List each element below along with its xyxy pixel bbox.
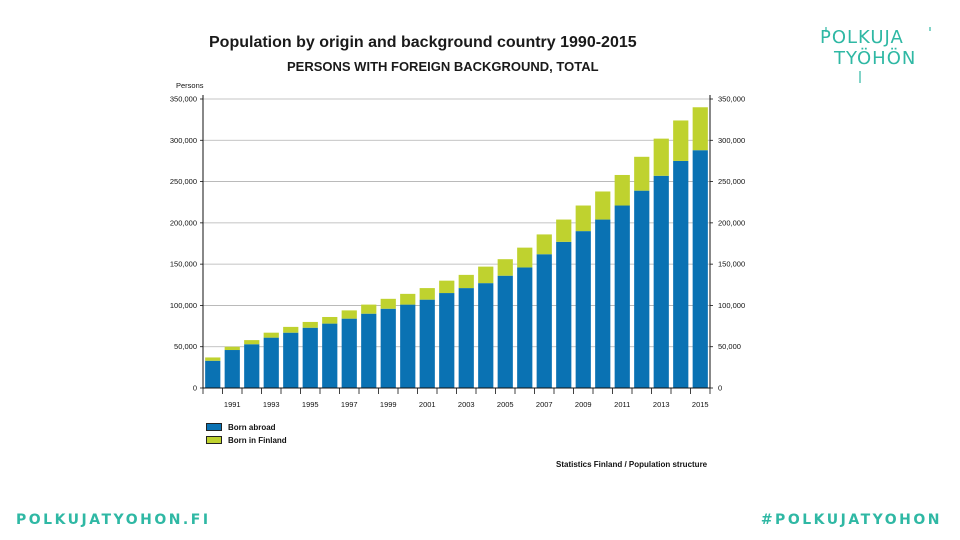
- bar-born-in-finland-2012: [634, 156, 650, 191]
- y-axis-label: Persons: [176, 81, 204, 90]
- x-tick-label-2005: 2005: [497, 400, 514, 409]
- bar-born-abroad-2006: [517, 267, 533, 388]
- bar-born-in-finland-2004: [478, 266, 494, 284]
- bar-born-in-finland-2001: [419, 288, 435, 300]
- bar-born-in-finland-1999: [380, 298, 396, 309]
- y-tick-label-left-0: 0: [193, 384, 197, 393]
- x-tick-label-2003: 2003: [458, 400, 475, 409]
- x-tick-label-2001: 2001: [419, 400, 436, 409]
- y-tick-label-left-150000: 150,000: [170, 260, 197, 269]
- bar-born-in-finland-1997: [341, 310, 357, 319]
- x-tick-label-1993: 1993: [263, 400, 280, 409]
- y-tick-label-right-250000: 250,000: [718, 177, 745, 186]
- bar-born-abroad-2015: [692, 150, 708, 388]
- y-tick-label-right-0: 0: [718, 384, 722, 393]
- bar-born-abroad-1991: [224, 350, 240, 388]
- bar-born-abroad-1998: [361, 313, 377, 388]
- bar-born-abroad-1994: [283, 332, 299, 388]
- y-tick-label-right-350000: 350,000: [718, 95, 745, 104]
- bar-born-in-finland-1992: [244, 340, 260, 345]
- bar-born-abroad-2000: [400, 304, 416, 388]
- footer-website-link[interactable]: POLKUJATYOHON.FI: [16, 512, 211, 528]
- bar-born-in-finland-1995: [302, 321, 318, 328]
- y-tick-label-left-300000: 300,000: [170, 136, 197, 145]
- x-tick-label-1997: 1997: [341, 400, 358, 409]
- bar-born-in-finland-1998: [361, 304, 377, 314]
- y-tick-label-right-150000: 150,000: [718, 260, 745, 269]
- bar-born-abroad-2010: [595, 219, 611, 388]
- y-tick-label-left-100000: 100,000: [170, 301, 197, 310]
- legend-item-born-abroad: Born abroad: [206, 421, 287, 433]
- chart-title: Population by origin and background coun…: [209, 34, 637, 51]
- bar-born-abroad-2008: [556, 241, 572, 388]
- bar-born-abroad-2005: [497, 275, 513, 388]
- x-tick-label-1999: 1999: [380, 400, 397, 409]
- legend-swatch-born-in-finland: [206, 436, 222, 444]
- x-tick-label-2013: 2013: [653, 400, 670, 409]
- x-tick-label-2011: 2011: [614, 400, 630, 409]
- x-tick-label-1991: 1991: [224, 400, 241, 409]
- bar-born-in-finland-2013: [653, 138, 669, 176]
- bar-born-in-finland-2002: [439, 280, 455, 294]
- x-tick-label-2007: 2007: [536, 400, 553, 409]
- polkuja-tyohon-logo: POLKUJA TYÖHÖN: [820, 27, 931, 83]
- legend-swatch-born-abroad: [206, 423, 222, 431]
- bar-born-abroad-1992: [244, 344, 260, 388]
- bar-born-abroad-2001: [419, 299, 435, 388]
- x-tick-label-2015: 2015: [692, 400, 709, 409]
- bar-born-in-finland-2000: [400, 293, 416, 305]
- bar-born-abroad-2007: [536, 254, 552, 388]
- bar-born-abroad-1999: [380, 308, 396, 388]
- bar-born-abroad-2013: [653, 175, 669, 388]
- bar-born-in-finland-1991: [224, 346, 240, 351]
- bar-born-abroad-1997: [341, 318, 357, 388]
- bar-born-in-finland-2005: [497, 259, 513, 276]
- bar-born-in-finland-2006: [517, 247, 533, 268]
- legend-label-born-abroad: Born abroad: [228, 422, 276, 432]
- y-tick-label-left-50000: 50,000: [174, 342, 197, 351]
- bar-born-abroad-2014: [673, 160, 689, 388]
- chart-subtitle: PERSONS WITH FOREIGN BACKGROUND, TOTAL: [287, 59, 599, 74]
- bar-born-abroad-1990: [205, 360, 221, 388]
- bar-born-in-finland-1990: [205, 357, 221, 361]
- bar-born-abroad-1993: [263, 337, 279, 388]
- x-tick-label-2009: 2009: [575, 400, 592, 409]
- bar-born-abroad-1995: [302, 327, 318, 388]
- bar-born-in-finland-1996: [322, 316, 338, 324]
- footer-hashtag: #POLKUJATYOHON: [760, 512, 942, 528]
- bar-born-in-finland-2007: [536, 234, 552, 255]
- y-tick-label-right-100000: 100,000: [718, 301, 745, 310]
- bar-born-in-finland-2010: [595, 191, 611, 220]
- chart-legend: Born abroad Born in Finland: [206, 421, 287, 447]
- y-tick-label-left-350000: 350,000: [170, 95, 197, 104]
- y-tick-label-left-250000: 250,000: [170, 177, 197, 186]
- bar-born-abroad-2004: [478, 283, 494, 388]
- bar-born-abroad-2003: [458, 288, 474, 388]
- logo-line-2: TYÖHÖN: [834, 48, 917, 69]
- x-tick-label-1995: 1995: [302, 400, 319, 409]
- bar-born-in-finland-2009: [575, 205, 591, 232]
- y-tick-label-right-50000: 50,000: [718, 342, 741, 351]
- bar-born-abroad-2012: [634, 190, 650, 388]
- logo-line-1: POLKUJA: [820, 27, 904, 48]
- bar-born-abroad-2009: [575, 231, 591, 388]
- bar-born-in-finland-2011: [614, 174, 630, 206]
- y-tick-label-right-200000: 200,000: [718, 218, 745, 227]
- bar-born-in-finland-2008: [556, 219, 572, 242]
- bar-born-abroad-1996: [322, 323, 338, 388]
- bar-born-in-finland-1994: [283, 326, 299, 333]
- bar-born-abroad-2011: [614, 205, 630, 388]
- bar-born-abroad-2002: [439, 293, 455, 388]
- bar-born-in-finland-2015: [692, 107, 708, 151]
- y-tick-label-right-300000: 300,000: [718, 136, 745, 145]
- bar-born-in-finland-2003: [458, 274, 474, 289]
- y-tick-label-left-200000: 200,000: [170, 218, 197, 227]
- bar-born-in-finland-1993: [263, 332, 279, 338]
- legend-label-born-in-finland: Born in Finland: [228, 435, 287, 445]
- bar-born-in-finland-2014: [673, 120, 689, 161]
- legend-item-born-in-finland: Born in Finland: [206, 434, 287, 446]
- data-source-note: Statistics Finland / Population structur…: [556, 460, 708, 469]
